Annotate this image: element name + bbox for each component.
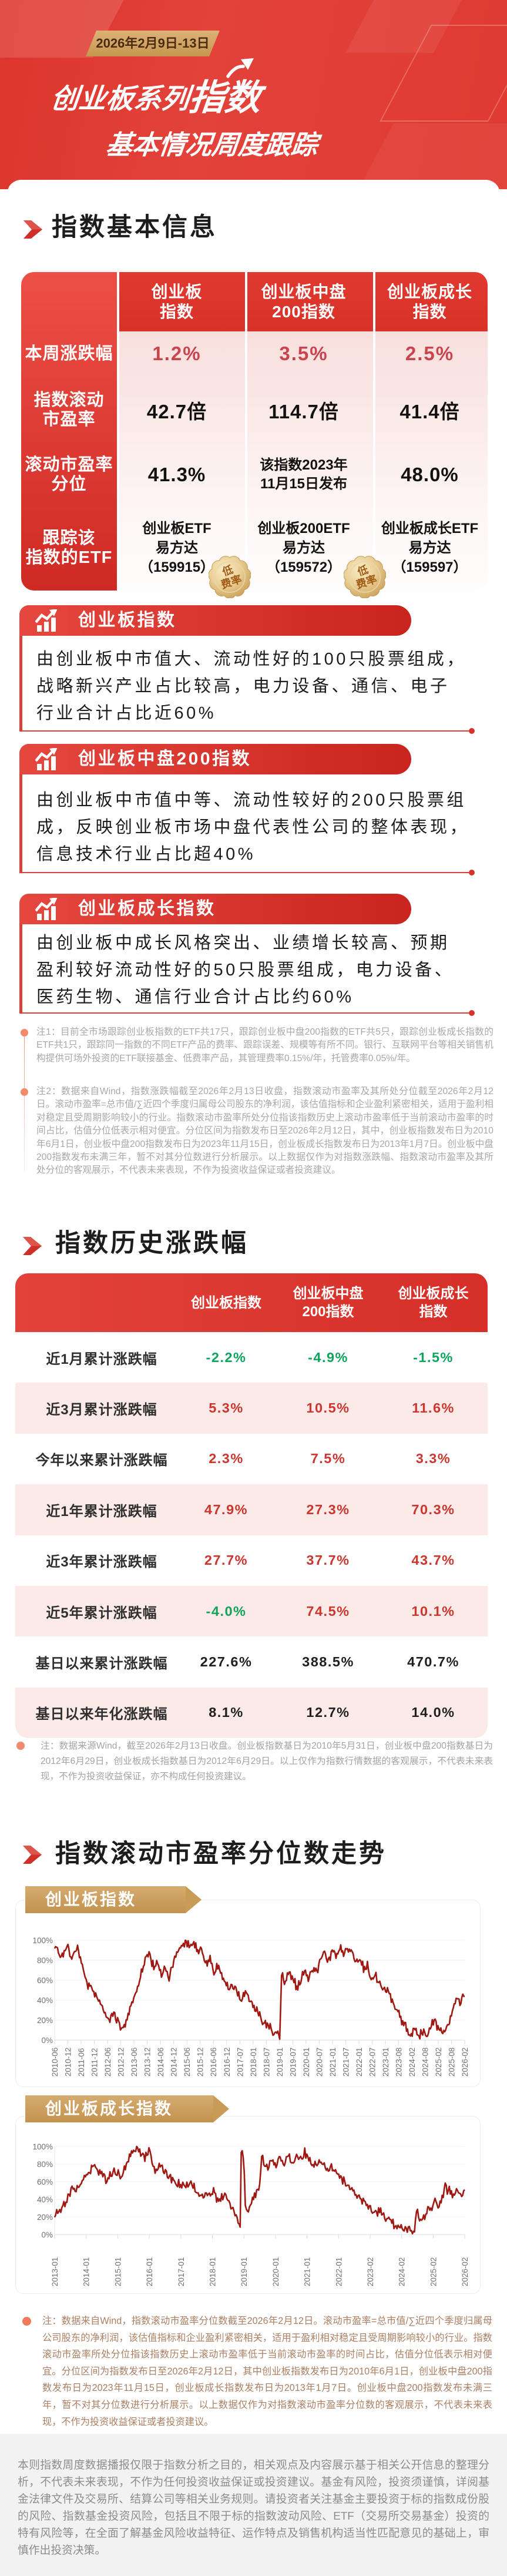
svg-text:2018-01: 2018-01 bbox=[249, 2047, 258, 2077]
svg-text:60%: 60% bbox=[37, 2178, 53, 2186]
svg-text:2019-07: 2019-07 bbox=[288, 2047, 297, 2077]
svg-text:2011-06: 2011-06 bbox=[77, 2048, 86, 2077]
svg-text:2025-02: 2025-02 bbox=[429, 2257, 438, 2286]
svg-text:2022-01: 2022-01 bbox=[334, 2257, 343, 2286]
svg-text:2024-08: 2024-08 bbox=[421, 2047, 430, 2077]
svg-text:2011-12: 2011-12 bbox=[90, 2048, 99, 2077]
svg-text:80%: 80% bbox=[37, 2160, 53, 2169]
svg-text:2014-12: 2014-12 bbox=[170, 2047, 179, 2077]
svg-text:2020-07: 2020-07 bbox=[315, 2047, 324, 2077]
svg-text:2020-01: 2020-01 bbox=[302, 2047, 311, 2077]
svg-text:2013-12: 2013-12 bbox=[143, 2047, 152, 2077]
svg-text:2023-02: 2023-02 bbox=[366, 2257, 375, 2286]
svg-text:2024-02: 2024-02 bbox=[398, 2257, 407, 2286]
svg-text:2016-01: 2016-01 bbox=[145, 2257, 154, 2286]
svg-text:60%: 60% bbox=[37, 1976, 53, 1985]
svg-text:2023-01: 2023-01 bbox=[381, 2047, 390, 2077]
svg-text:2020-01: 2020-01 bbox=[271, 2257, 280, 2286]
svg-text:2025-02: 2025-02 bbox=[434, 2047, 443, 2077]
svg-text:2014-06: 2014-06 bbox=[156, 2047, 165, 2077]
svg-text:2021-01: 2021-01 bbox=[328, 2047, 337, 2077]
svg-text:2012-12: 2012-12 bbox=[117, 2047, 126, 2077]
svg-text:2022-01: 2022-01 bbox=[355, 2047, 364, 2077]
svg-text:2021-07: 2021-07 bbox=[341, 2047, 350, 2077]
svg-text:20%: 20% bbox=[37, 2016, 53, 2025]
svg-text:2016-06: 2016-06 bbox=[209, 2047, 218, 2077]
svg-text:2015-12: 2015-12 bbox=[196, 2047, 205, 2077]
svg-text:2022-07: 2022-07 bbox=[368, 2047, 377, 2077]
svg-text:100%: 100% bbox=[32, 1936, 53, 1945]
svg-text:2023-08: 2023-08 bbox=[395, 2047, 404, 2077]
svg-text:2017-07: 2017-07 bbox=[236, 2047, 244, 2077]
svg-text:2026-02: 2026-02 bbox=[461, 2047, 469, 2077]
svg-text:2025-08: 2025-08 bbox=[448, 2047, 456, 2077]
svg-text:2010-12: 2010-12 bbox=[64, 2047, 73, 2077]
svg-text:2021-01: 2021-01 bbox=[303, 2257, 312, 2286]
svg-text:2014-01: 2014-01 bbox=[82, 2257, 91, 2286]
svg-text:2019-01: 2019-01 bbox=[276, 2047, 284, 2077]
svg-text:2018-01: 2018-01 bbox=[209, 2257, 217, 2286]
svg-text:2016-12: 2016-12 bbox=[223, 2047, 231, 2077]
svg-text:2026-02: 2026-02 bbox=[461, 2257, 469, 2286]
svg-text:20%: 20% bbox=[37, 2213, 53, 2222]
svg-text:2019-01: 2019-01 bbox=[240, 2257, 249, 2286]
svg-text:2024-02: 2024-02 bbox=[408, 2047, 417, 2077]
svg-text:2015-06: 2015-06 bbox=[183, 2047, 192, 2077]
svg-text:2015-01: 2015-01 bbox=[113, 2257, 122, 2286]
svg-text:2013-01: 2013-01 bbox=[51, 2257, 59, 2286]
svg-text:100%: 100% bbox=[32, 2142, 53, 2151]
svg-text:0%: 0% bbox=[41, 2230, 53, 2239]
svg-text:2013-06: 2013-06 bbox=[130, 2047, 139, 2077]
svg-text:40%: 40% bbox=[37, 2195, 53, 2204]
svg-text:2017-01: 2017-01 bbox=[177, 2257, 186, 2286]
svg-text:2018-07: 2018-07 bbox=[262, 2047, 271, 2077]
svg-text:80%: 80% bbox=[37, 1956, 53, 1965]
svg-text:2010-06: 2010-06 bbox=[51, 2047, 59, 2077]
svg-text:0%: 0% bbox=[41, 2036, 53, 2045]
svg-text:2012-06: 2012-06 bbox=[103, 2047, 112, 2077]
svg-text:40%: 40% bbox=[37, 1996, 53, 2005]
